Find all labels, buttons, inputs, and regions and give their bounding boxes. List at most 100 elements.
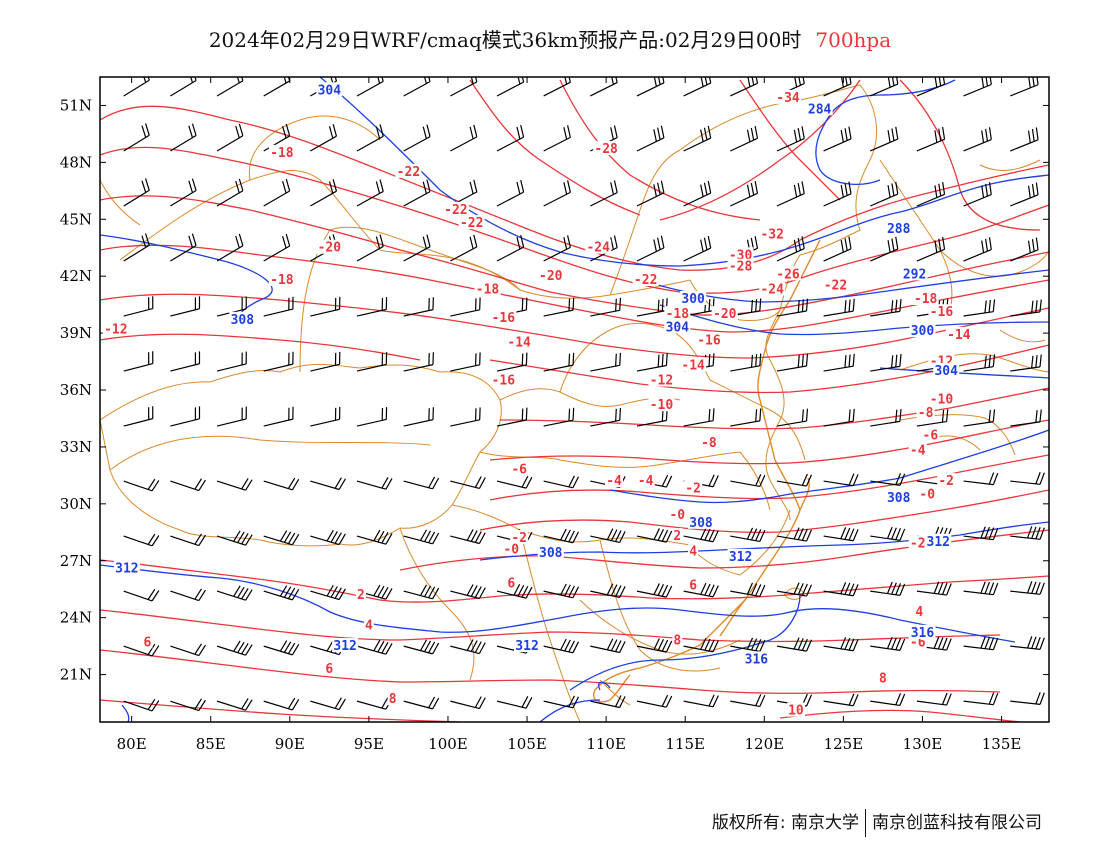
wind-barb-feather [759, 529, 766, 542]
wind-barb-feather [653, 638, 660, 650]
wind-barb-feather [754, 236, 759, 249]
wind-barb-feather [988, 472, 995, 485]
wind-barb-staff [310, 645, 340, 656]
wind-barb-staff [403, 81, 431, 97]
wind-barb-staff [263, 363, 294, 372]
wind-barb-feather [662, 77, 665, 83]
wind-barb-staff [870, 535, 901, 541]
wind-barb-feather [198, 699, 206, 711]
wind-barb-staff [403, 590, 433, 600]
contour-label: -20 [539, 269, 563, 284]
wind-barb-feather [610, 237, 614, 250]
wind-barb-feather [992, 637, 999, 650]
wind-barb-feather [887, 185, 891, 198]
lon-label: 115E [665, 735, 705, 753]
contour-label: 304 [934, 364, 958, 379]
wind-barb-feather [474, 696, 482, 708]
contour-label: 304 [666, 320, 690, 335]
wind-barb-feather [755, 409, 758, 422]
wind-barb-feather [840, 637, 847, 650]
wind-barb-staff [776, 193, 805, 207]
wind-barb-feather [141, 125, 147, 138]
wind-barb-feather [708, 409, 711, 422]
wind-barb-feather [848, 299, 851, 312]
wind-barb-feather [419, 584, 428, 596]
wind-barb-feather [801, 473, 808, 486]
wind-barb-staff [543, 590, 574, 599]
wind-barb-feather [712, 530, 719, 543]
wind-barb-feather [891, 77, 895, 86]
wind-barb-feather [797, 183, 802, 196]
wind-barb-feather [521, 475, 529, 488]
wind-barb-feather [188, 180, 194, 193]
wind-barb-feather [572, 531, 580, 544]
wind-barb-feather [665, 695, 673, 708]
contour-label: 8 [389, 692, 397, 707]
wind-barb-feather [708, 639, 715, 652]
wind-barb-feather [805, 694, 813, 707]
copyright-text: 版权所有: 南京大学 [711, 813, 859, 833]
wind-barb-feather [330, 586, 338, 598]
wind-barb-feather [194, 643, 203, 655]
contour-label: 2 [673, 529, 681, 544]
wind-barb-feather [470, 530, 478, 542]
wind-barb-staff [776, 645, 807, 652]
temperature-contours [100, 79, 1049, 722]
wind-barb-feather [1031, 239, 1035, 252]
wind-barb-feather [657, 77, 661, 85]
wind-barb-feather [712, 695, 719, 708]
wind-barb-feather [985, 128, 989, 142]
wind-barb-feather [801, 528, 808, 541]
wind-barb-feather [525, 297, 528, 310]
wind-barb-feather [712, 640, 719, 653]
latitude-labels: 51N 48N 45N 42N 39N 36N 33N 30N 27N 24N 21N [60, 96, 92, 683]
wind-barb-feather [703, 237, 708, 251]
wind-barb-staff [730, 82, 758, 97]
wind-barb-feather [233, 585, 241, 597]
wind-barb-feather [712, 408, 715, 421]
wind-barb-feather [614, 695, 622, 707]
wind-barb-staff [450, 81, 478, 97]
wind-barb-feather [520, 124, 525, 138]
wind-barb-feather [245, 534, 253, 546]
wind-barb-feather [797, 638, 804, 650]
wind-barb-staff [170, 590, 200, 602]
wind-barb-feather [520, 179, 525, 193]
wind-barb-staff [823, 138, 852, 152]
wind-barb-feather [700, 637, 707, 650]
lat-label: 36N [60, 381, 92, 399]
wind-barb-feather [840, 527, 847, 540]
wind-barb-feather [989, 77, 992, 85]
contour-label: -18 [476, 282, 500, 297]
wind-barb-feather [891, 582, 897, 595]
wind-barb-feather [564, 77, 568, 85]
wind-barb-feather [375, 126, 381, 139]
wind-barb-feather [653, 129, 657, 142]
contour-label: -0 [503, 542, 519, 557]
wind-barb-feather [567, 235, 571, 248]
wind-barb-feather [1039, 409, 1042, 422]
wind-barb-feather [473, 179, 478, 193]
wind-barb-feather [665, 585, 673, 598]
wind-barb-feather [759, 694, 766, 707]
wind-barb-staff [683, 192, 711, 207]
wind-barb-staff [823, 83, 852, 97]
wind-barb-feather [194, 588, 203, 600]
contour-label: -4 [638, 474, 654, 489]
wind-barb-feather [852, 298, 855, 312]
wind-barb-staff [870, 83, 899, 97]
wind-barb-feather [945, 409, 949, 422]
wind-barb-feather [521, 408, 524, 421]
wind-barb-staff [356, 480, 387, 490]
wind-barb-feather [895, 638, 902, 651]
contour-label: -10 [650, 398, 674, 413]
contour-label: -20 [318, 241, 342, 256]
wind-barb-feather [1035, 637, 1041, 650]
wind-barb-feather [1031, 581, 1037, 594]
wind-barb-feather [241, 77, 244, 81]
map-frame [99, 76, 1050, 723]
wind-barb-feather [381, 587, 389, 599]
contour-label: -24 [586, 241, 610, 256]
wind-barb-feather [805, 529, 813, 542]
contour-label: -22 [634, 273, 657, 288]
